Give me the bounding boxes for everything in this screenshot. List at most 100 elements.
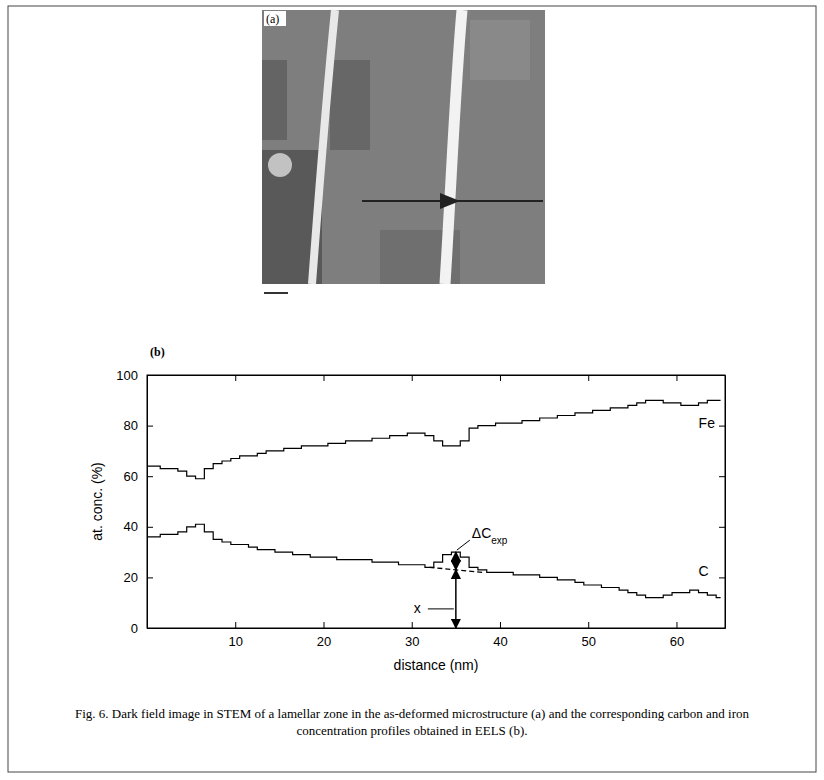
tick xyxy=(719,476,725,477)
tick xyxy=(719,577,725,578)
plot-frame xyxy=(147,375,725,628)
tick-mark xyxy=(500,375,501,381)
tick: 50 xyxy=(581,622,595,649)
tick: 30 xyxy=(405,622,419,649)
plot-area xyxy=(147,400,721,597)
series-line xyxy=(147,524,721,597)
tick-mark xyxy=(323,375,324,381)
series-label: C xyxy=(699,563,709,579)
tick xyxy=(676,375,677,381)
tick-mark xyxy=(235,622,236,628)
tick-mark xyxy=(323,622,324,628)
tick-label: 10 xyxy=(229,634,243,649)
tick-mark xyxy=(147,375,153,376)
lamella-stripe xyxy=(312,10,335,284)
tick-mark xyxy=(719,527,725,528)
tick-mark xyxy=(412,375,413,381)
micrograph-texture xyxy=(262,60,287,140)
tick-mark xyxy=(412,622,413,628)
axis xyxy=(148,375,726,381)
tick xyxy=(588,375,589,381)
tick: 80 xyxy=(124,418,153,433)
figure-frame xyxy=(8,6,816,772)
tick: 100 xyxy=(116,368,153,383)
tick-mark xyxy=(719,375,725,376)
tick: 20 xyxy=(317,622,331,649)
tick: 10 xyxy=(229,622,243,649)
axis-line xyxy=(725,376,726,629)
leader-line xyxy=(457,540,470,550)
micrograph-texture xyxy=(470,20,530,80)
tick: 40 xyxy=(493,622,507,649)
tick: 40 xyxy=(124,519,153,534)
scale-bar xyxy=(264,292,288,294)
panel-label: (a) xyxy=(266,12,279,26)
micrograph xyxy=(262,10,545,284)
tick-mark xyxy=(719,426,725,427)
axis-line xyxy=(148,628,726,629)
tick-mark xyxy=(588,622,589,628)
tick xyxy=(719,628,725,629)
annotations: ΔCexp x xyxy=(414,525,508,628)
figure: (a) (b) 10 20 30 40 50 60 0 20 40 60 80 100 distance (… xyxy=(0,0,824,780)
tick xyxy=(719,426,725,427)
tick: 0 xyxy=(131,621,153,636)
tick-mark xyxy=(719,628,725,629)
figure-svg: (a) (b) 10 20 30 40 50 60 0 20 40 60 80 100 distance (… xyxy=(0,0,824,780)
annotation-label: ΔCexp xyxy=(472,525,508,546)
y-axis-title: at. conc. (%) xyxy=(89,462,105,541)
tick-label: 30 xyxy=(405,634,419,649)
tick-mark xyxy=(719,577,725,578)
tick-label: 40 xyxy=(493,634,507,649)
micrograph-texture xyxy=(330,60,370,150)
tick xyxy=(719,527,725,528)
axis: 10 20 30 40 50 60 xyxy=(148,622,726,649)
tick-label: 100 xyxy=(116,368,138,383)
tick-mark xyxy=(719,476,725,477)
double-arrow xyxy=(455,552,457,570)
tick-mark xyxy=(500,622,501,628)
annotation-label: x xyxy=(414,600,421,616)
tick-label: 60 xyxy=(670,634,684,649)
tick-mark xyxy=(676,375,677,381)
tick-mark xyxy=(147,628,153,629)
leader-line xyxy=(428,608,454,609)
tick-label: 80 xyxy=(124,418,138,433)
tick xyxy=(412,375,413,381)
tick xyxy=(719,375,725,376)
series-label: Fe xyxy=(699,415,716,431)
tick-mark xyxy=(147,577,153,578)
tick-mark xyxy=(588,375,589,381)
tick-mark xyxy=(147,426,153,427)
tick-mark xyxy=(147,527,153,528)
tick-label: 0 xyxy=(131,621,138,636)
panel-a: (a) xyxy=(262,10,545,293)
series-line xyxy=(147,400,721,478)
tick: 60 xyxy=(124,469,153,484)
lamella-stripe xyxy=(445,10,462,284)
axis-line xyxy=(148,375,726,376)
axis-line xyxy=(147,376,148,629)
tick: 60 xyxy=(670,622,684,649)
axis xyxy=(719,376,726,629)
tick-label: 40 xyxy=(124,519,138,534)
tick xyxy=(323,375,324,381)
double-arrow xyxy=(455,570,457,628)
axis: 0 20 40 60 80 100 xyxy=(116,368,153,636)
tick-label: 50 xyxy=(581,634,595,649)
tick xyxy=(235,375,236,381)
tick-label: 20 xyxy=(124,570,138,585)
tick xyxy=(500,375,501,381)
tick: 20 xyxy=(124,570,153,585)
tick-mark xyxy=(676,622,677,628)
label-patch xyxy=(264,11,286,26)
profile-arrow xyxy=(440,193,460,209)
tick-mark xyxy=(147,476,153,477)
tick-label: 60 xyxy=(124,469,138,484)
tick-label: 20 xyxy=(317,634,331,649)
caption: Fig. 6. Dark field image in STEM of a la… xyxy=(75,706,749,738)
micrograph-spot xyxy=(268,153,292,177)
panel-label: (b) xyxy=(150,345,165,359)
x-axis-title: distance (nm) xyxy=(394,657,479,673)
tick-mark xyxy=(235,375,236,381)
